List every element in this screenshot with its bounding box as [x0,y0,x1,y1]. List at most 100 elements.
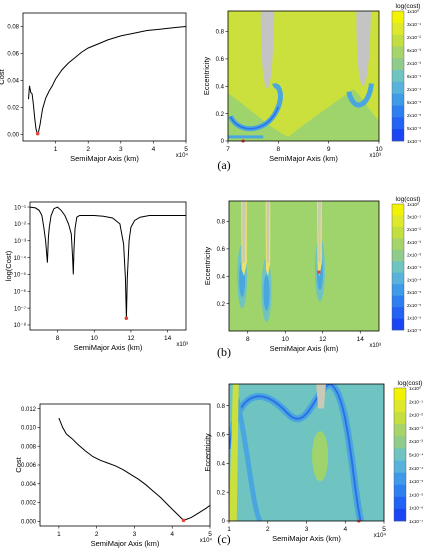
y-tick-label-a-left-4: 0.08 [7,25,19,31]
colorbar-swatch-b-right-8 [392,295,404,308]
chart-a-left: 1 2 3 4 5 0.00 0.02 0.04 0.06 0.08 SemiMajor Axis … [0,12,188,163]
x-tick-label-c-right-2: 3 [305,526,309,533]
infeasible-strip-0 [242,201,246,263]
series-line-b-left [29,206,186,319]
x-tick-label-c-left-0: 1 [57,531,61,538]
chart-b-right: 8 10 12 14 0.2 0.4 0.6 0.8 SemiMajor Axis (km) Ec… [203,200,381,353]
colorbar-label-b-right-9: 1x10⁻⁵ [407,315,421,320]
x-tick-label-b-left-0: 8 [56,335,60,342]
y-tick-label-b-right-0: 0.2 [217,302,226,308]
colorbar-label-b-right-8: 2x10⁻⁵ [407,303,421,308]
colorbar-label-b-right-7: 3x10⁻⁵ [407,290,421,295]
colorbar-b-right: 1x10⁰ 3x10⁻¹ 2x10⁻² 4x10⁻³ 2x10⁻³ 4x10⁻⁴ 2x10⁻… [391,196,421,333]
region-mid [229,201,379,331]
colorbar-label-a-right-3: 6x10⁻³ [407,48,421,53]
x-tick-label-b-left-1: 10 [91,335,99,342]
y-axis-label-a-right: Eccentricity [202,57,211,96]
y-tick-label-c-right-4: 0.8 [217,404,226,410]
colorbar-swatch-b-right-7 [392,284,404,296]
y-tick-label-c-left-3: 0.006 [21,463,37,469]
x-tick-label-c-right-0: 1 [227,526,231,533]
y-tick-label-c-left-4: 0.008 [21,444,37,450]
region-mid-2 [288,89,379,137]
colorbar-label-a-right-2: 2x10⁻² [407,35,421,40]
y-tick-label-b-left-2: 10⁻³ [14,239,26,245]
colorbar-title-b-right: log(cost) [396,196,421,203]
y-tick-label-c-right-3: 0.6 [217,433,226,439]
y-tick-label-b-left-1: 10⁻² [14,222,26,228]
colorbar-label-c-right-3: 3x10⁻³ [409,426,423,431]
colorbar-swatch-b-right-3 [392,238,404,251]
caption-b: (b) [217,345,231,359]
infeasible-strip-2 [318,201,321,263]
colorbar-swatch-c-right-2 [394,412,406,425]
y-tick-label-c-right-2: 0.4 [217,462,226,468]
plot-frame-a-left [22,12,187,142]
colorbar-swatch-a-right-5 [392,70,404,83]
y-axis-label-b-right: Eccentricity [203,247,212,286]
y-tick-label-a-left-1: 0.02 [7,106,19,112]
colorbar-label-c-right-8: 1x10⁻⁵ [409,492,423,497]
x-multiplier-c-left: x10⁴ [200,537,213,544]
colorbar-swatch-a-right-7 [392,93,404,106]
valley-core [229,384,362,521]
high-cost-blob [312,431,329,482]
colorbar-swatch-c-right-8 [394,484,406,498]
x-multiplier-c-right: x10⁴ [374,532,387,539]
colorbar-label-c-right-5: 5x10⁻⁴ [409,453,423,458]
series-line-c-left [58,417,211,521]
colorbar-label-b-right-3: 4x10⁻³ [407,240,421,245]
colorbar-swatch-b-right-0 [392,204,404,216]
y-tick-label-b-left-3: 10⁻⁴ [14,255,27,262]
colorbar-c-right: 1x10⁰ 2x10⁻¹ 2x10⁻² 3x10⁻³ 2x10⁻³ 5x10⁻⁴ 2x10⁻… [393,380,423,524]
valley-arc-2 [346,83,374,108]
colorbar-label-b-right-6: 2x10⁻⁴ [407,278,421,283]
y-tick-label-a-left-3: 0.06 [7,52,19,58]
y-tick-label-c-left-5: 0.010 [21,426,37,432]
y-tick-label-b-left-7: 10⁻⁸ [14,322,27,329]
series-line-a-left [28,26,187,135]
x-tick-label-c-right-4: 5 [382,526,386,533]
x-tick-label-a-left-0: 1 [54,146,58,153]
x-tick-label-a-right-1: 8 [277,146,281,153]
colorbar-swatch-b-right-5 [392,261,404,274]
x-tick-label-a-left-3: 4 [152,146,156,153]
y-tick-label-a-right-4: 0.8 [216,30,225,36]
colorbar-swatch-a-right-0 [392,11,404,24]
y-tick-label-a-right-3: 0.6 [216,57,225,63]
colorbar-swatch-b-right-2 [392,226,404,239]
heatmap-field-c-right [229,384,384,521]
y-tick-label-a-right-0: 0 [221,139,225,145]
x-tick-label-a-right-0: 7 [226,146,230,153]
colorbar-title-a-right: log(cost) [396,3,421,10]
colorbar-label-a-right-5: 6x10⁻⁴ [407,74,421,79]
colorbar-frame-a-right [391,10,405,142]
colorbar-label-b-right-10: 1x10⁻⁶ [407,328,421,333]
colorbar-label-b-right-1: 3x10⁻¹ [407,215,421,220]
colorbar-frame-b-right [391,203,405,331]
heatmap-field-b-right [229,201,379,331]
infeasible-region [316,384,326,409]
y-axis-label-c-left: Cost [14,456,23,472]
x-tick-label-b-right-2: 12 [319,336,327,343]
heatmap-field-a-right [228,11,379,141]
y-axis-label-b-left: log(Cost) [4,250,13,281]
colorbar-label-c-right-2: 2x10⁻² [409,413,423,418]
caption-a: (a) [217,158,231,172]
colorbar-swatch-c-right-6 [394,460,406,473]
colorbar-swatch-a-right-3 [392,46,404,59]
colorbar-label-b-right-0: 1x10⁰ [407,202,419,207]
chart-c-left: 1 2 3 4 5 0.000 0.002 0.004 0.006 0.008 0.010 0.012… [14,403,213,548]
x-tick-label-c-left-1: 2 [95,531,99,538]
colorbar-swatch-b-right-9 [392,307,404,319]
valley-inner-1 [263,274,270,311]
colorbar-swatch-a-right-8 [392,105,404,118]
colorbar-title-c-right: log(cost) [398,380,423,387]
min-marker-c-left [181,518,186,523]
colorbar-swatch-c-right-0 [394,388,406,401]
colorbar-swatch-c-right-4 [394,436,406,449]
y-tick-label-c-right-0: 0 [222,519,226,525]
y-tick-label-c-left-6: 0.012 [21,407,37,413]
colorbar-label-c-right-10: 1x10⁻⁷ [409,519,423,524]
